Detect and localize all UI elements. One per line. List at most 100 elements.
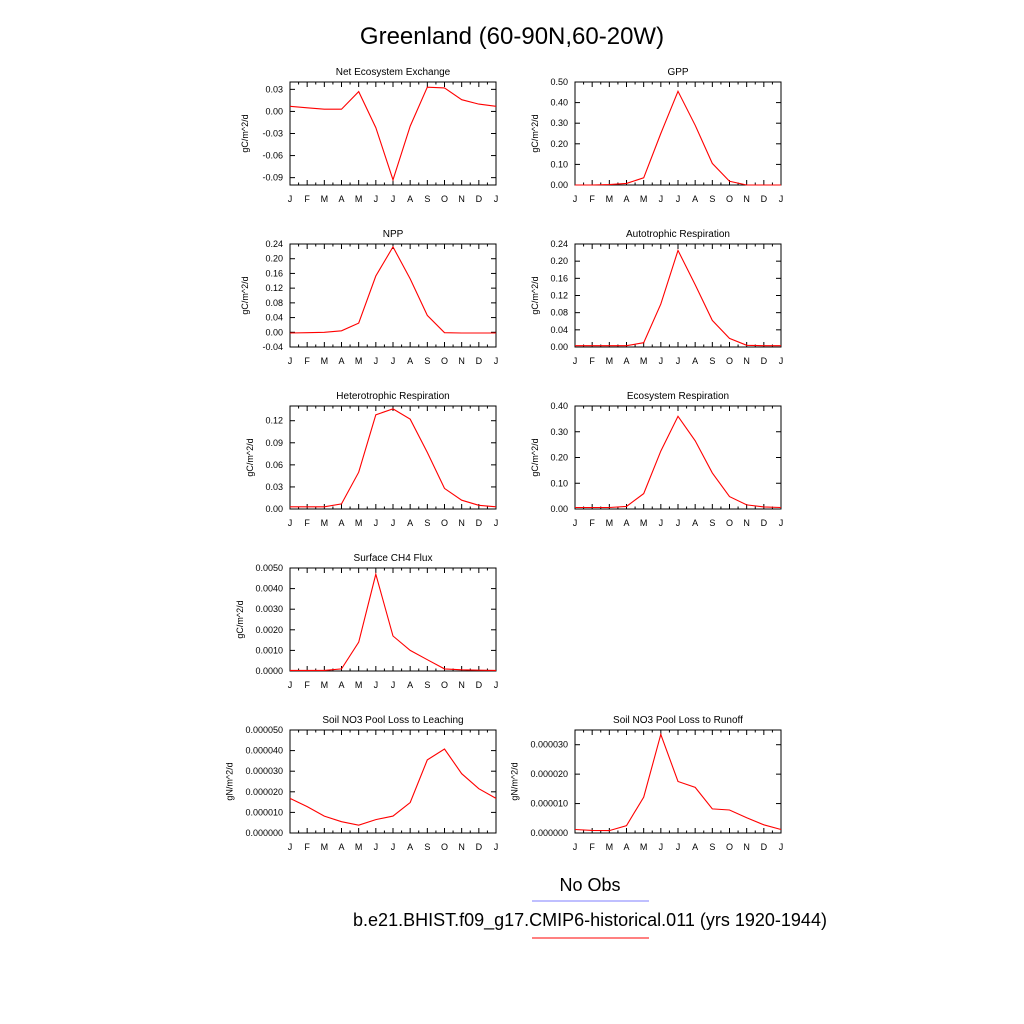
- panel-title: NPP: [383, 229, 404, 240]
- y-tick-label: 0.0000: [255, 666, 283, 676]
- x-tick-label: N: [458, 518, 465, 528]
- y-tick-label: 0.50: [550, 77, 568, 87]
- x-tick-label: N: [743, 518, 750, 528]
- x-tick-label: A: [692, 194, 698, 204]
- x-tick-label: A: [623, 518, 629, 528]
- y-tick-label: 0.20: [265, 254, 283, 264]
- plot-frame: [289, 405, 497, 510]
- series-line: [289, 86, 497, 182]
- plot-frame: [574, 243, 782, 348]
- x-tick-label: S: [424, 842, 430, 852]
- x-tick-label: A: [338, 842, 344, 852]
- panel-title: Net Ecosystem Exchange: [336, 67, 451, 78]
- y-tick-label: 0.08: [550, 308, 568, 318]
- y-tick-label: 0.03: [265, 482, 283, 492]
- y-axis-label: gN/m^2/d: [224, 762, 234, 800]
- series-line: [574, 732, 782, 832]
- y-tick-label: 0.000020: [530, 769, 568, 779]
- x-tick-label: M: [640, 842, 648, 852]
- panel-title: Heterotrophic Respiration: [336, 391, 449, 402]
- x-tick-label: M: [640, 356, 648, 366]
- x-tick-label: J: [659, 356, 664, 366]
- x-tick-label: M: [321, 194, 329, 204]
- x-tick-label: D: [476, 518, 483, 528]
- x-tick-label: J: [374, 842, 379, 852]
- x-tick-label: J: [374, 518, 379, 528]
- y-axis-label: gC/m^2/d: [530, 114, 540, 152]
- y-tick-label: 0.10: [550, 478, 568, 488]
- x-tick-label: M: [606, 842, 614, 852]
- x-tick-label: J: [573, 356, 578, 366]
- y-axis-label: gC/m^2/d: [240, 114, 250, 152]
- y-tick-label: 0.12: [265, 283, 283, 293]
- x-tick-label: S: [424, 518, 430, 528]
- x-tick-label: J: [494, 680, 499, 690]
- x-tick-label: M: [640, 518, 648, 528]
- y-tick-label: 0.30: [550, 118, 568, 128]
- x-tick-label: A: [407, 518, 413, 528]
- x-tick-label: A: [338, 194, 344, 204]
- y-tick-label: 0.09: [265, 438, 283, 448]
- y-tick-label: 0.10: [550, 159, 568, 169]
- y-tick-label: 0.000010: [530, 799, 568, 809]
- y-axis-label: gC/m^2/d: [530, 438, 540, 476]
- y-tick-label: 0.20: [550, 256, 568, 266]
- y-tick-label: 0.00: [265, 327, 283, 337]
- y-tick-label: 0.000020: [245, 787, 283, 797]
- y-tick-label: 0.000000: [245, 828, 283, 838]
- x-tick-label: S: [424, 194, 430, 204]
- x-tick-label: D: [476, 842, 483, 852]
- panel-title: GPP: [667, 67, 688, 78]
- x-tick-label: O: [441, 518, 448, 528]
- y-tick-label: 0.16: [265, 268, 283, 278]
- series-line: [289, 748, 497, 826]
- y-tick-label: 0.000030: [245, 766, 283, 776]
- series-line: [290, 408, 497, 508]
- legend-label-no-obs: No Obs: [559, 875, 620, 895]
- y-tick-label: 0.0010: [255, 645, 283, 655]
- legend: No Obs b.e21.BHIST.f09_g17.CMIP6-histori…: [353, 875, 827, 939]
- x-tick-label: A: [692, 518, 698, 528]
- x-tick-label: A: [338, 518, 344, 528]
- x-tick-label: D: [476, 194, 483, 204]
- x-tick-label: J: [494, 518, 499, 528]
- y-tick-label: 0.04: [550, 325, 568, 335]
- y-tick-label: 0.03: [265, 84, 283, 94]
- panel-title: Surface CH4 Flux: [354, 553, 433, 564]
- x-tick-label: A: [407, 842, 413, 852]
- y-tick-label: 0.000040: [245, 746, 283, 756]
- x-tick-label: J: [391, 842, 396, 852]
- x-tick-label: F: [589, 356, 595, 366]
- x-tick-label: A: [623, 842, 629, 852]
- y-tick-label: 0.04: [265, 313, 283, 323]
- x-tick-label: M: [640, 194, 648, 204]
- panel-title: Autotrophic Respiration: [626, 229, 730, 240]
- x-tick-label: F: [304, 518, 310, 528]
- y-tick-label: 0.06: [265, 460, 283, 470]
- x-tick-label: D: [761, 842, 768, 852]
- x-tick-label: O: [726, 518, 733, 528]
- x-tick-label: M: [321, 356, 329, 366]
- series-line: [575, 89, 781, 186]
- y-tick-label: -0.03: [262, 129, 283, 139]
- x-tick-label: J: [288, 842, 293, 852]
- main-title: Greenland (60-90N,60-20W): [360, 23, 664, 50]
- panel-title: Soil NO3 Pool Loss to Runoff: [613, 715, 743, 726]
- series-line: [575, 248, 781, 347]
- x-tick-label: M: [355, 680, 363, 690]
- x-tick-label: J: [288, 680, 293, 690]
- y-tick-label: 0.08: [265, 298, 283, 308]
- x-tick-label: J: [391, 518, 396, 528]
- y-tick-label: 0.0050: [255, 563, 283, 573]
- x-tick-label: O: [441, 194, 448, 204]
- panel-title: Ecosystem Respiration: [627, 391, 729, 402]
